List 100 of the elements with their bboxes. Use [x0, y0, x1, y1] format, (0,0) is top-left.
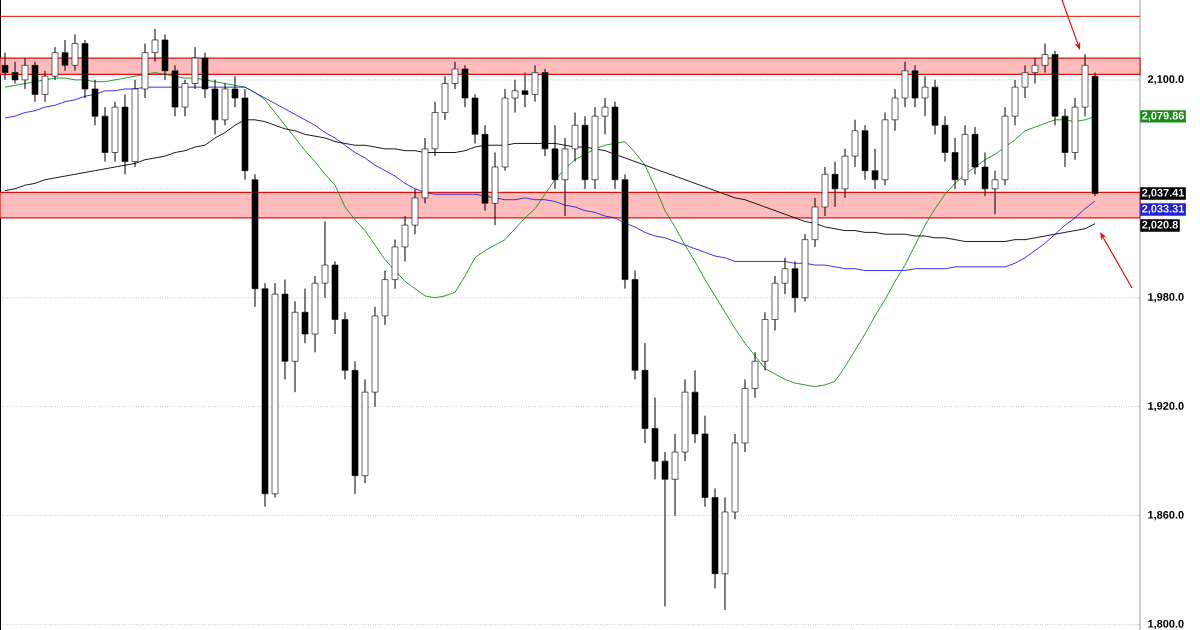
candlestick	[141, 43, 149, 99]
y-tick-label: 1,920.0	[1148, 402, 1184, 412]
candlestick	[531, 65, 539, 102]
candlestick	[341, 311, 349, 380]
candlestick	[1031, 57, 1039, 84]
candlestick	[721, 497, 729, 611]
candlestick	[251, 173, 259, 308]
candlestick	[561, 137, 569, 217]
candlestick	[751, 351, 759, 398]
candlestick	[1051, 50, 1059, 126]
candlestick	[321, 221, 329, 299]
text: 2,033.31	[1142, 204, 1185, 215]
candlestick	[361, 379, 369, 484]
candlestick	[911, 65, 919, 108]
candlestick	[421, 137, 429, 204]
candlestick	[781, 257, 789, 295]
candlestick	[821, 166, 829, 217]
candlestick	[451, 61, 459, 90]
candlestick	[231, 75, 239, 108]
candlestick	[851, 119, 859, 168]
candlestick	[921, 75, 929, 117]
candlestick	[961, 124, 969, 186]
candlestick	[411, 188, 419, 235]
candlestick	[621, 173, 629, 289]
candlestick	[11, 61, 19, 84]
candlestick	[211, 79, 219, 135]
candlestick	[311, 275, 319, 353]
candlestick	[831, 161, 839, 208]
candlestick	[1091, 72, 1099, 197]
candlestick	[661, 451, 669, 607]
candlestick	[51, 46, 59, 81]
candlestick	[1011, 79, 1019, 126]
candlestick	[281, 279, 289, 380]
candlestick	[881, 112, 889, 186]
candlestick	[221, 83, 229, 126]
candlestick	[371, 306, 379, 407]
candlestick	[991, 170, 999, 215]
candlestick	[191, 46, 199, 90]
candlestick	[21, 57, 29, 90]
candlestick	[771, 275, 779, 331]
candlestick	[651, 397, 659, 480]
candlestick	[441, 75, 449, 121]
candlestick	[701, 415, 709, 507]
candlestick	[471, 94, 479, 144]
candlestick	[381, 270, 389, 326]
candlestick	[271, 282, 279, 498]
candlestick	[951, 137, 959, 190]
candlestick	[71, 34, 79, 72]
candlestick	[181, 79, 189, 117]
candlestick	[31, 61, 39, 102]
candlestick	[391, 239, 399, 289]
candlestick	[861, 124, 869, 181]
candlestick	[741, 379, 749, 453]
candlestick	[521, 72, 529, 108]
candlestick	[351, 360, 359, 495]
candlestick	[671, 433, 679, 516]
candlestick	[151, 28, 159, 63]
candlestick	[81, 39, 89, 99]
candlestick	[931, 79, 939, 135]
candlestick	[641, 342, 649, 444]
candlestick	[201, 52, 209, 99]
candlestick	[161, 34, 169, 81]
y-tick-label: 1,980.0	[1148, 293, 1184, 303]
candlestick	[711, 488, 719, 589]
candlestick	[1, 52, 9, 81]
candlestick	[1061, 108, 1069, 168]
candlestick	[681, 379, 689, 462]
candlestick	[731, 433, 739, 520]
candlestick	[901, 61, 909, 108]
candlestick	[301, 288, 309, 344]
candlestick	[41, 70, 49, 102]
candlestick	[871, 148, 879, 190]
candlestick	[1081, 54, 1089, 117]
candlestick	[461, 65, 469, 108]
candlestick	[791, 261, 799, 313]
candlestick	[491, 152, 499, 226]
candlestick	[631, 270, 639, 380]
candlestick	[1001, 106, 1009, 186]
candlestick	[291, 301, 299, 393]
candlestick	[891, 88, 899, 132]
candlestick	[401, 215, 409, 262]
candlestick	[601, 97, 609, 135]
y-tick-label: 2,100.0	[1147, 75, 1184, 85]
candlestick	[91, 79, 99, 126]
text: 2,020.8	[1142, 220, 1178, 231]
candlestick	[941, 115, 949, 162]
candlestick	[1041, 43, 1049, 73]
candlestick	[481, 124, 489, 211]
y-tick-label: 1,860.0	[1148, 510, 1184, 521]
candlestick	[1021, 65, 1029, 99]
candlestick	[261, 282, 269, 507]
candlestick	[1071, 97, 1079, 161]
candlestick	[691, 370, 699, 444]
candlestick	[971, 126, 979, 175]
candlestick	[841, 148, 849, 199]
candlestick	[101, 106, 109, 162]
candlestick	[331, 261, 339, 335]
y-tick-label: 1,800.0	[1148, 619, 1184, 630]
candlestick	[801, 233, 809, 302]
candlestick	[111, 101, 119, 162]
